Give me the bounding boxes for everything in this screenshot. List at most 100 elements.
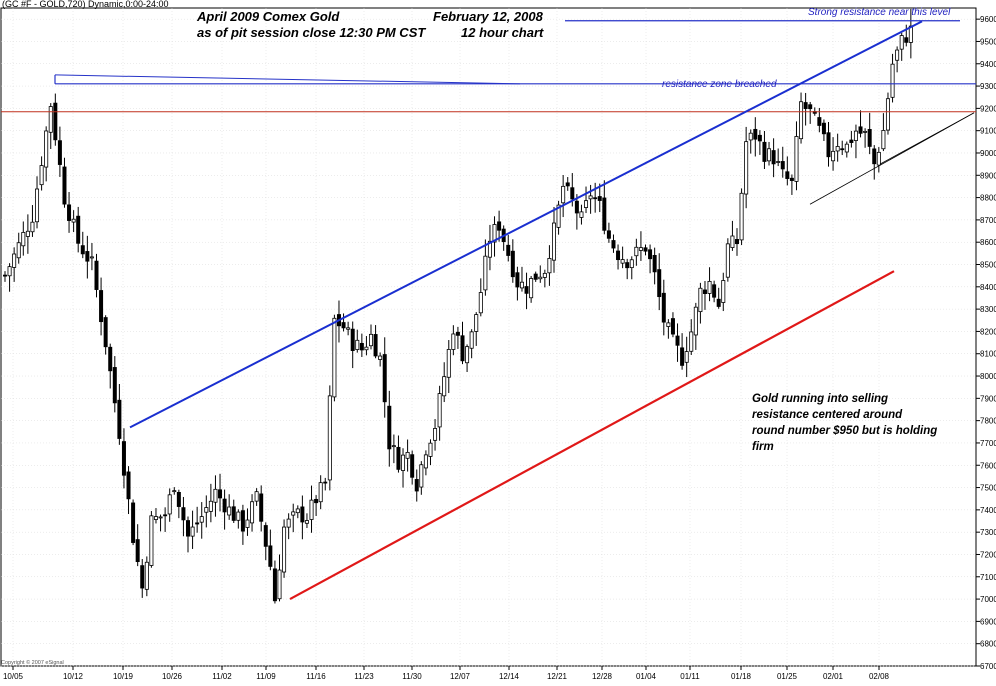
candle-body-down: [757, 134, 762, 142]
candle-body-up: [286, 518, 291, 528]
candle: [460, 321, 465, 365]
candle: [515, 266, 520, 301]
candle-body-up: [355, 339, 360, 350]
candle-body-up: [149, 515, 154, 566]
candle-body-up: [254, 491, 259, 502]
candle: [735, 228, 740, 256]
y-tick-label: 8400: [980, 283, 996, 292]
zone-breached-annotation: resistance zone breached: [662, 79, 777, 90]
candle-body-down: [657, 269, 662, 298]
candle-body-up: [492, 224, 497, 243]
candle-body-up: [890, 63, 895, 98]
candle: [661, 279, 666, 336]
candle-body-down: [597, 196, 602, 201]
candle-body-up: [538, 276, 543, 280]
candle-body-up: [364, 346, 369, 351]
candle-body-up: [547, 258, 552, 274]
candle-body-down: [108, 346, 113, 372]
candle: [181, 496, 186, 537]
x-tick-label: 12/21: [547, 672, 568, 681]
chart-subtitle: as of pit session close 12:30 PM CST: [197, 25, 426, 40]
candle-body-down: [341, 322, 346, 329]
candle-body-down: [94, 260, 99, 290]
candle-body-up: [245, 519, 250, 528]
candle: [597, 183, 602, 213]
candle: [872, 145, 877, 180]
note-line-4: firm: [752, 441, 774, 453]
candle-body-down: [606, 230, 611, 239]
candle: [762, 131, 767, 170]
candle: [99, 277, 104, 336]
candle-body-down: [57, 140, 62, 165]
candle: [506, 234, 511, 262]
candle: [227, 494, 232, 520]
y-tick-label: 9600: [980, 15, 996, 24]
candle-body-up: [629, 259, 634, 269]
chart-title: April 2009 Comex Gold: [196, 9, 340, 24]
candle-body-down: [163, 514, 168, 517]
candle-body-up: [529, 278, 534, 299]
candle: [776, 148, 781, 167]
candle: [254, 488, 259, 506]
candle-body-down: [126, 471, 131, 500]
blue-resistance-connector: [54, 74, 521, 85]
candle: [698, 282, 703, 324]
candle: [117, 383, 122, 445]
copyright-text: Copyright © 2007 eSignal: [1, 659, 64, 666]
candle-body-down: [817, 117, 822, 126]
candle-body-down: [103, 317, 108, 348]
lower-trendline: [289, 270, 895, 601]
candle-body-up: [208, 500, 213, 512]
candle-body-down: [80, 245, 85, 255]
y-tick-label: 8700: [980, 216, 996, 225]
candle: [89, 242, 94, 271]
candle: [638, 231, 643, 261]
candle-body-up: [620, 259, 625, 264]
candle: [680, 333, 685, 370]
candle-body-up: [844, 143, 849, 153]
candle-body-up: [881, 130, 886, 150]
candle: [323, 477, 328, 491]
candle-body-up: [638, 247, 643, 251]
candle: [840, 140, 845, 156]
candle-body-up: [519, 281, 524, 289]
candle: [300, 495, 305, 540]
y-tick-label: 6700: [980, 662, 996, 671]
candle: [821, 119, 826, 141]
candle: [286, 513, 291, 540]
candle: [648, 244, 653, 274]
candle: [67, 192, 72, 233]
x-axis: 10/05 10/12 10/19 10/26 11/02 11/09 11/16 11/23…: [3, 666, 890, 681]
candle-body-down: [222, 498, 227, 513]
candle: [693, 302, 698, 350]
candle: [382, 337, 387, 418]
candle-body-up: [204, 507, 209, 513]
candle-body-up: [172, 490, 177, 493]
candle: [620, 246, 625, 269]
x-tick-label: 10/19: [113, 672, 134, 681]
candle-body-up: [401, 454, 406, 471]
candle: [808, 101, 813, 124]
candle-body-up: [853, 130, 858, 141]
candle: [519, 266, 524, 292]
candle: [39, 156, 44, 191]
candle: [259, 485, 264, 532]
candle-body-up: [332, 317, 337, 398]
candle-body-up: [442, 376, 447, 397]
candle-body-up: [552, 222, 557, 261]
candle: [131, 499, 136, 546]
candle: [176, 489, 181, 519]
candle-body-up: [199, 516, 204, 523]
candle: [199, 502, 204, 539]
candle: [867, 112, 872, 155]
y-tick-label: 7500: [980, 484, 996, 493]
candle-body-down: [76, 215, 81, 244]
candle-body-down: [414, 479, 419, 492]
candle: [80, 231, 85, 259]
candle-body-up: [7, 266, 12, 277]
candle-body-up: [30, 221, 35, 233]
candle-body-down: [510, 250, 515, 278]
candle: [712, 280, 717, 303]
candle: [510, 239, 515, 283]
